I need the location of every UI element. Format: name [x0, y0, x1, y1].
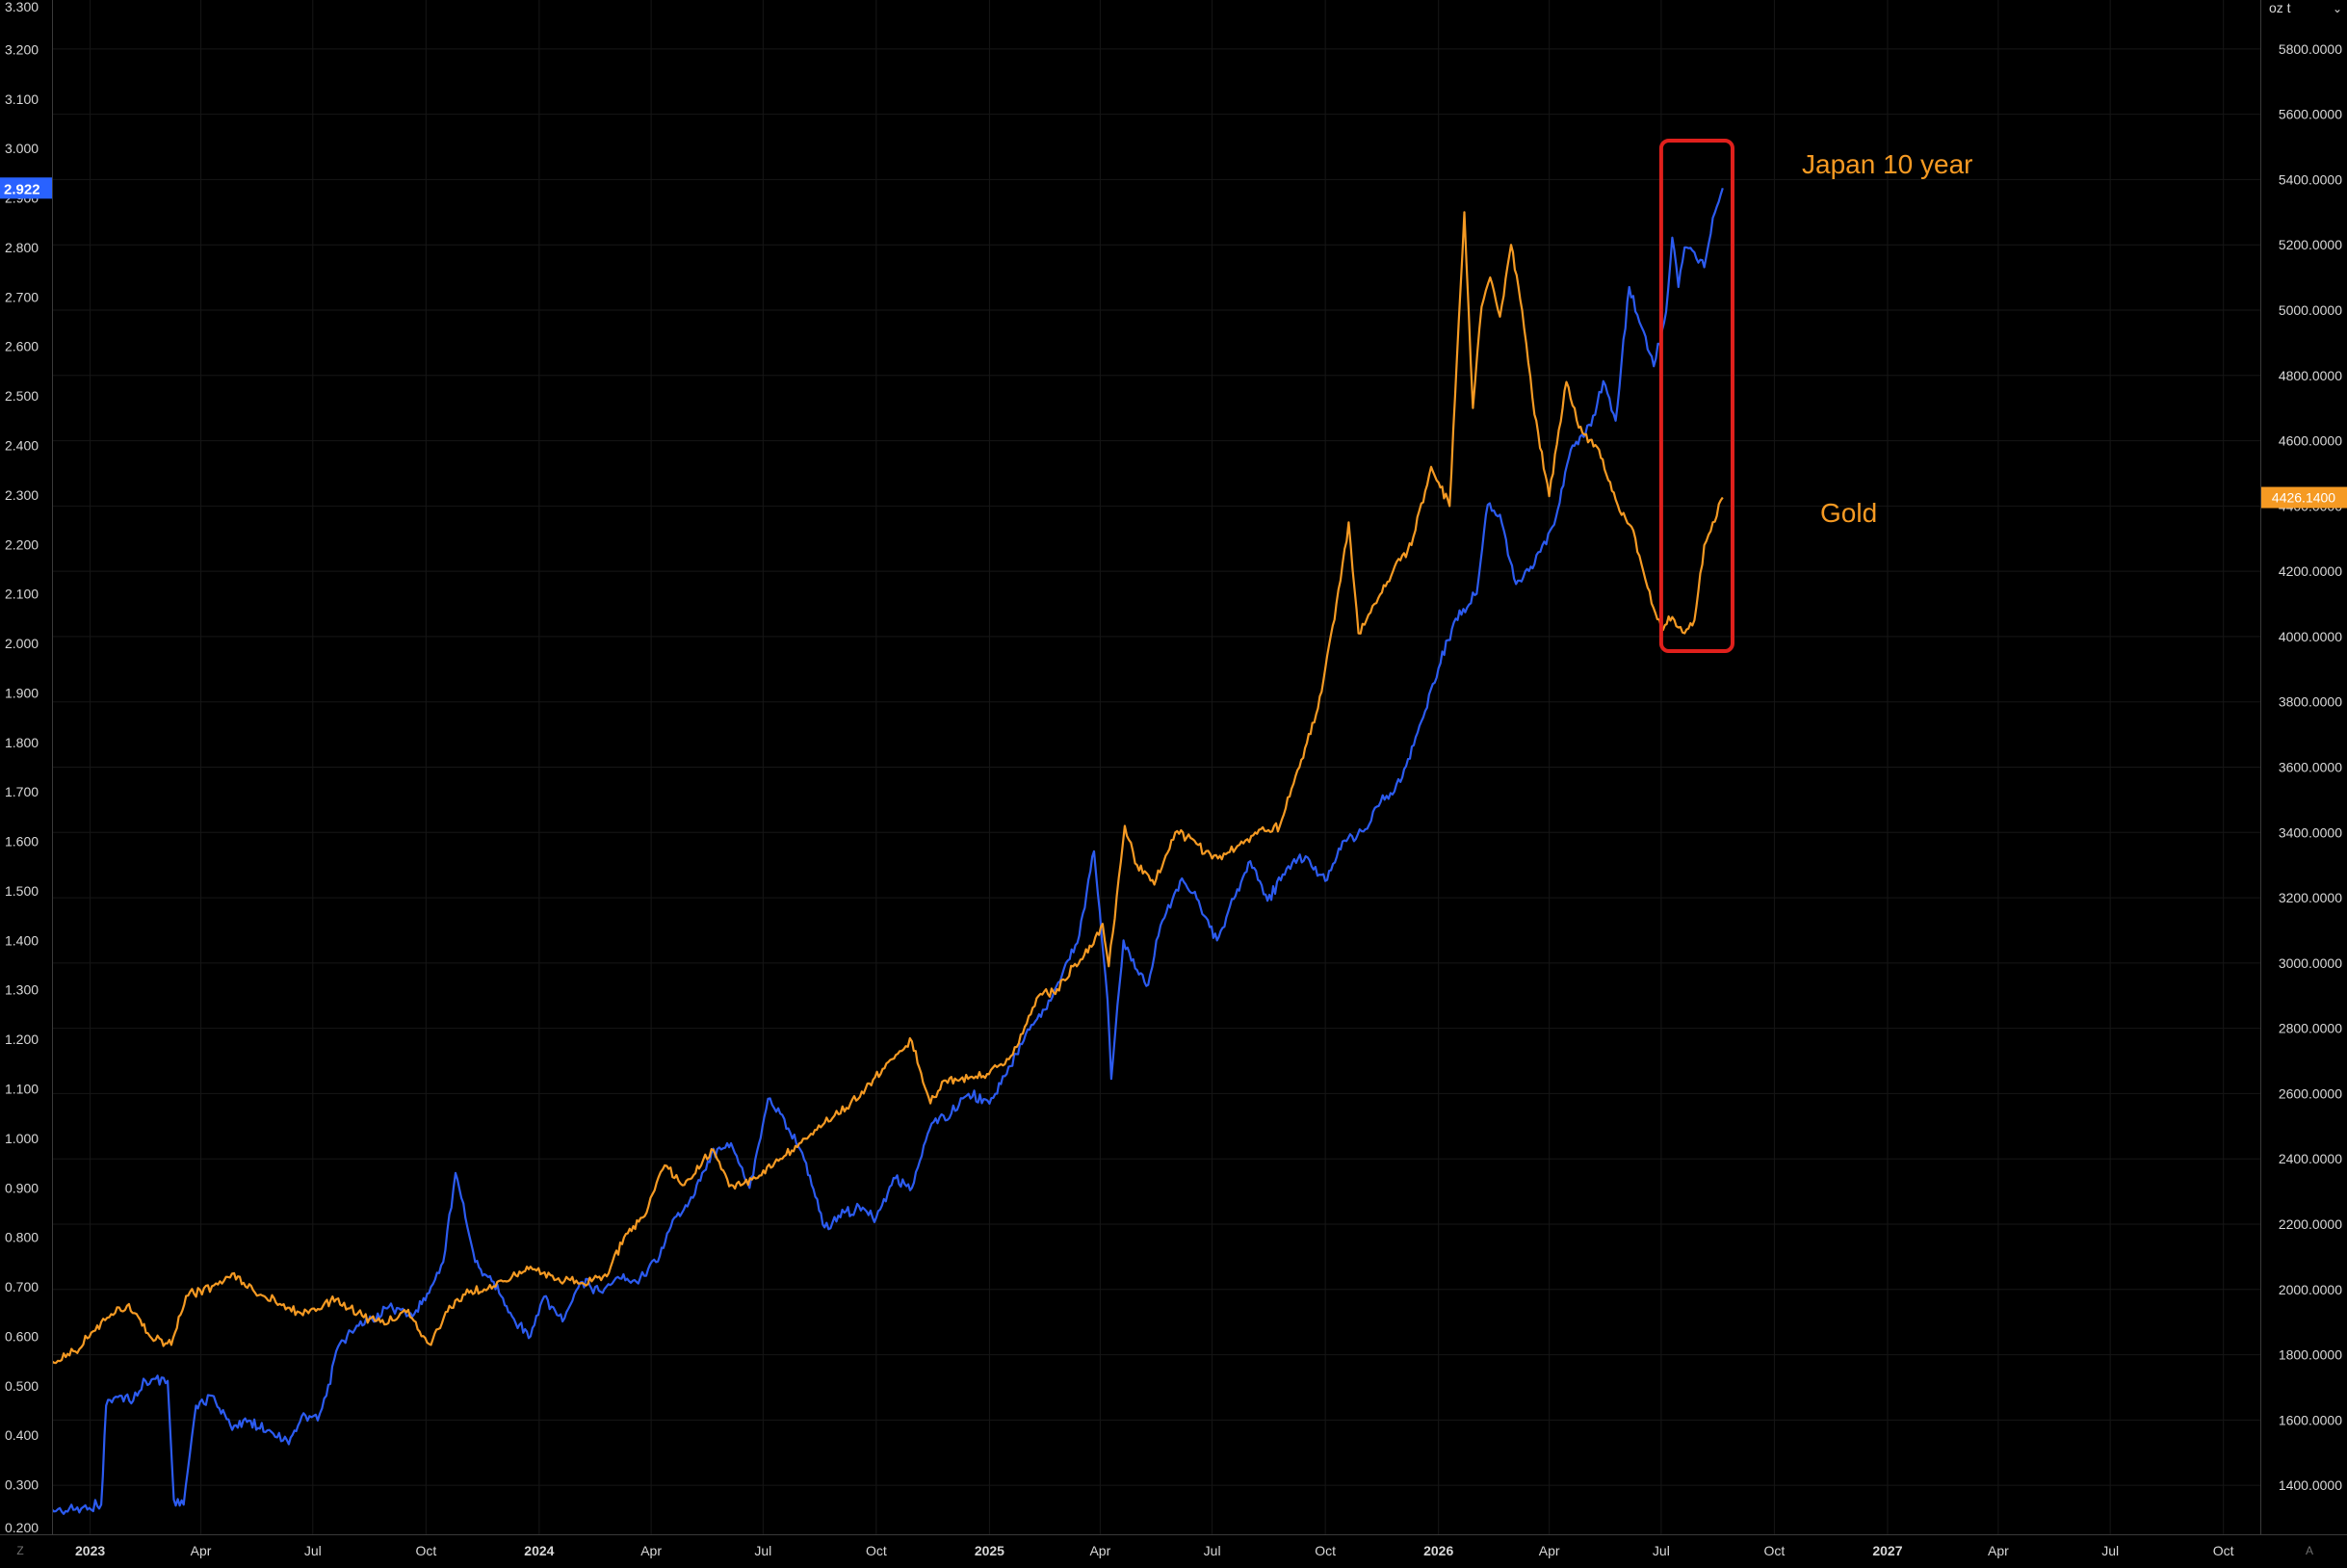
- right-axis-ticks: 1400.0000 1600.0000 1800.0000 2000.0000 2200…: [2279, 41, 2342, 1493]
- right-axis-tick-label: 5400.0000: [2279, 171, 2342, 187]
- left-axis-panel[interactable]: [0, 0, 52, 1534]
- left-axis-tick-label: 0.400: [5, 1427, 39, 1443]
- chevron-down-icon: ⌄: [2333, 2, 2342, 15]
- left-axis-tick-label: 2.800: [5, 240, 39, 255]
- right-axis-tick-label: 3600.0000: [2279, 760, 2342, 775]
- left-axis-tick-label: 2.300: [5, 487, 39, 503]
- left-axis-tick-label: 2.600: [5, 339, 39, 354]
- left-axis-tick-label: 0.800: [5, 1230, 39, 1245]
- right-axis-tick-label: 2200.0000: [2279, 1216, 2342, 1232]
- left-axis-tick-label: 2.400: [5, 437, 39, 453]
- time-tick-label: 2027: [1872, 1543, 1902, 1558]
- time-tick-label: Oct: [1315, 1543, 1336, 1558]
- left-axis-tick-label: 1.000: [5, 1131, 39, 1146]
- time-tick-label: Apr: [1988, 1543, 2009, 1558]
- time-tick-label: Oct: [2213, 1543, 2234, 1558]
- left-axis-tick-label: 2.500: [5, 388, 39, 404]
- left-axis-tick-label: 2.200: [5, 536, 39, 552]
- right-axis-tick-label: 4600.0000: [2279, 433, 2342, 449]
- right-axis-tick-label: 4000.0000: [2279, 629, 2342, 644]
- left-axis-tick-label: 2.700: [5, 289, 39, 304]
- time-tick-label: 2023: [75, 1543, 105, 1558]
- right-axis-tick-label: 2800.0000: [2279, 1021, 2342, 1036]
- annotation-layer: Japan 10 year Gold: [1658, 139, 1972, 653]
- time-tick-label: Oct: [866, 1543, 887, 1558]
- left-axis-tick-label: 0.300: [5, 1477, 39, 1493]
- left-axis-tick-label: 1.700: [5, 784, 39, 799]
- right-axis-tick-label: 4800.0000: [2279, 368, 2342, 383]
- left-axis-tick-label: 3.200: [5, 41, 39, 57]
- japan-10y-last-value: 2.922: [4, 181, 40, 197]
- right-axis-tick-label: 3400.0000: [2279, 824, 2342, 840]
- annotation-japan-10-year: Japan 10 year: [1802, 149, 1972, 179]
- time-tick-label: 2024: [524, 1543, 554, 1558]
- left-axis-tick-label: 0.500: [5, 1378, 39, 1394]
- right-axis-panel[interactable]: [2260, 0, 2347, 1534]
- left-axis-tick-label: 1.300: [5, 982, 39, 998]
- gold-last-value: 4426.1400: [2272, 490, 2335, 506]
- time-tick-label: 2026: [1423, 1543, 1453, 1558]
- time-tick-label: 2025: [975, 1543, 1004, 1558]
- left-axis-tick-label: 1.500: [5, 883, 39, 899]
- left-axis-tick-label: 1.100: [5, 1082, 39, 1097]
- time-axis-ticks: 2023 Apr Jul Oct 2024 Apr Jul Oct 2025 Apr Jul Oct 2…: [75, 1543, 2234, 1558]
- left-axis-tick-label: 3.000: [5, 141, 39, 156]
- time-tick-label: Apr: [1089, 1543, 1110, 1558]
- left-axis-tick-label: 0.200: [5, 1520, 39, 1535]
- highlight-box: [1658, 139, 1734, 653]
- right-axis-tick-label: 4200.0000: [2279, 563, 2342, 579]
- left-axis-tick-label: 1.200: [5, 1032, 39, 1047]
- right-axis-tick-label: 5200.0000: [2279, 237, 2342, 252]
- time-tick-label: Apr: [1539, 1543, 1560, 1558]
- time-tick-label: Oct: [415, 1543, 436, 1558]
- time-tick-label: Jul: [754, 1543, 771, 1558]
- japan-10y-last-value-badge: 2.922: [0, 177, 52, 199]
- time-tick-label: Jul: [304, 1543, 322, 1558]
- auto-scale-toggle[interactable]: Z: [16, 1544, 23, 1557]
- unit-selector[interactable]: oz t ⌄: [2265, 0, 2344, 19]
- right-axis-tick-label: 2600.0000: [2279, 1085, 2342, 1101]
- left-axis-tick-label: 1.800: [5, 735, 39, 750]
- right-axis-tick-label: 3800.0000: [2279, 694, 2342, 710]
- right-axis-tick-label: 3200.0000: [2279, 890, 2342, 905]
- time-axis-panel[interactable]: [0, 1534, 2347, 1563]
- right-axis-tick-label: 5000.0000: [2279, 302, 2342, 318]
- time-tick-label: Jul: [1204, 1543, 1221, 1558]
- left-axis-tick-label: 1.400: [5, 932, 39, 948]
- left-axis-ticks: 0.200 0.300 0.400 0.500 0.600 0.700 0.800 0.900…: [5, 0, 39, 1535]
- annotation-gold: Gold: [1820, 498, 1877, 528]
- series-line-japan-10-year: [51, 187, 1724, 1515]
- left-axis-tick-label: 3.300: [5, 0, 39, 14]
- time-tick-label: Oct: [1764, 1543, 1786, 1558]
- right-axis-tick-label: 2400.0000: [2279, 1151, 2342, 1166]
- left-axis-tick-label: 1.900: [5, 685, 39, 700]
- left-axis-tick-label: 0.600: [5, 1328, 39, 1344]
- auto-toggle[interactable]: A: [2306, 1544, 2313, 1557]
- time-tick-label: Apr: [640, 1543, 662, 1558]
- series-line-gold: [51, 211, 1724, 1365]
- time-tick-label: Apr: [191, 1543, 212, 1558]
- left-axis-tick-label: 2.000: [5, 636, 39, 651]
- left-axis-tick-label: 0.900: [5, 1180, 39, 1195]
- right-axis-tick-label: 1600.0000: [2279, 1412, 2342, 1427]
- gold-last-value-badge: 4426.1400: [2261, 486, 2347, 509]
- time-tick-label: Jul: [2101, 1543, 2119, 1558]
- left-axis-tick-label: 2.100: [5, 587, 39, 602]
- unit-label: oz t: [2269, 0, 2291, 15]
- time-tick-label: Jul: [1653, 1543, 1670, 1558]
- right-axis-tick-label: 2000.0000: [2279, 1282, 2342, 1297]
- right-axis-tick-label: 5600.0000: [2279, 107, 2342, 122]
- right-axis-tick-label: 1800.0000: [2279, 1347, 2342, 1363]
- right-axis-tick-label: 1400.0000: [2279, 1477, 2342, 1493]
- left-axis-tick-label: 0.700: [5, 1279, 39, 1294]
- right-axis-tick-label: 3000.0000: [2279, 955, 2342, 971]
- left-axis-tick-label: 3.100: [5, 91, 39, 107]
- left-axis-tick-label: 1.600: [5, 834, 39, 849]
- grid: [52, 0, 2260, 1534]
- series-layer: [51, 187, 1724, 1515]
- right-axis-tick-label: 5800.0000: [2279, 41, 2342, 57]
